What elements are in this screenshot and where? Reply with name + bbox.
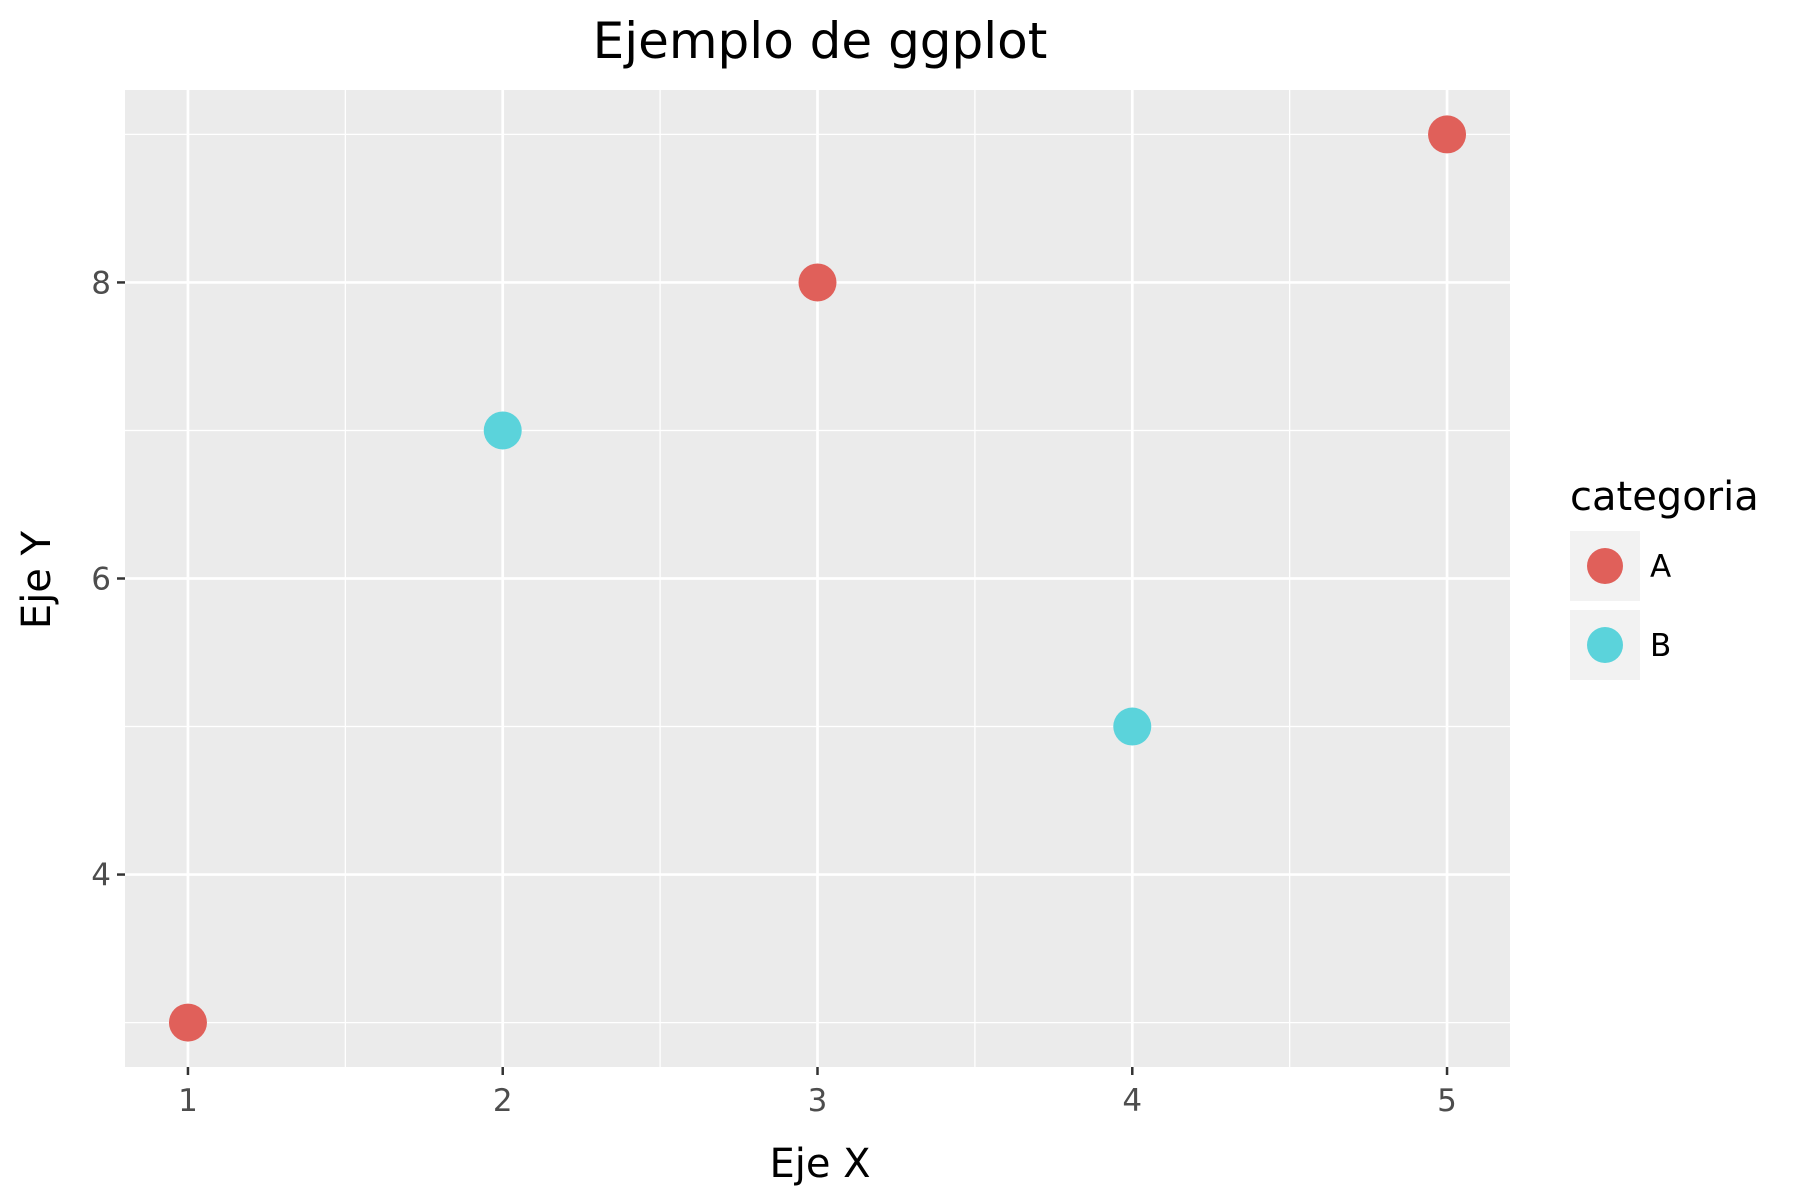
y-tick-label: 4: [91, 858, 111, 894]
data-point-a: [168, 1003, 207, 1042]
x-tick-label: 3: [808, 1083, 828, 1119]
x-tick-label: 1: [178, 1083, 198, 1119]
data-point-b: [483, 411, 522, 450]
legend-label: B: [1650, 628, 1671, 664]
x-axis-tick-labels: 1 2 3 4 5: [178, 1083, 1457, 1119]
legend-entries: AB: [1570, 531, 1671, 680]
data-point-b: [1113, 707, 1152, 746]
x-tick-label: 5: [1437, 1083, 1457, 1119]
chart-title: Ejemplo de ggplot: [593, 12, 1048, 70]
legend-label: A: [1650, 549, 1671, 585]
data-points: [168, 115, 1467, 1042]
legend-title: categoria: [1570, 474, 1759, 520]
y-tick-label: 8: [91, 265, 111, 301]
x-tick-label: 4: [1122, 1083, 1142, 1119]
data-point-a: [1428, 115, 1467, 154]
legend-swatch-a: [1587, 548, 1623, 584]
legend-swatch-b: [1587, 627, 1623, 663]
axis-ticks: [117, 281, 1449, 1075]
x-axis-title: Eje X: [769, 1141, 870, 1187]
data-point-a: [798, 263, 837, 302]
y-tick-label: 6: [91, 562, 111, 598]
legend: categoria AB: [1570, 474, 1759, 680]
y-axis-tick-labels: 4 6 8: [91, 265, 111, 893]
y-axis-title: Eje Y: [14, 530, 60, 629]
x-tick-label: 2: [493, 1083, 513, 1119]
